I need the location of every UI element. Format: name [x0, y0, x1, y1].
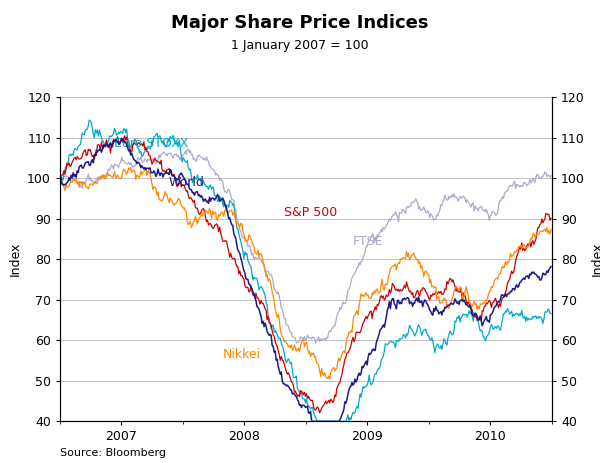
Text: 1 January 2007 = 100: 1 January 2007 = 100: [231, 39, 369, 52]
Text: Source: Bloomberg: Source: Bloomberg: [60, 448, 166, 458]
Text: FTSE: FTSE: [353, 235, 383, 248]
Text: Euro STOXX: Euro STOXX: [114, 138, 188, 150]
Text: S&P 500: S&P 500: [284, 206, 337, 219]
Y-axis label: Index: Index: [8, 242, 22, 276]
Y-axis label: Index: Index: [590, 242, 600, 276]
Text: Major Share Price Indices: Major Share Price Indices: [171, 14, 429, 32]
Text: World: World: [168, 176, 204, 189]
Text: Nikkei: Nikkei: [223, 348, 260, 361]
